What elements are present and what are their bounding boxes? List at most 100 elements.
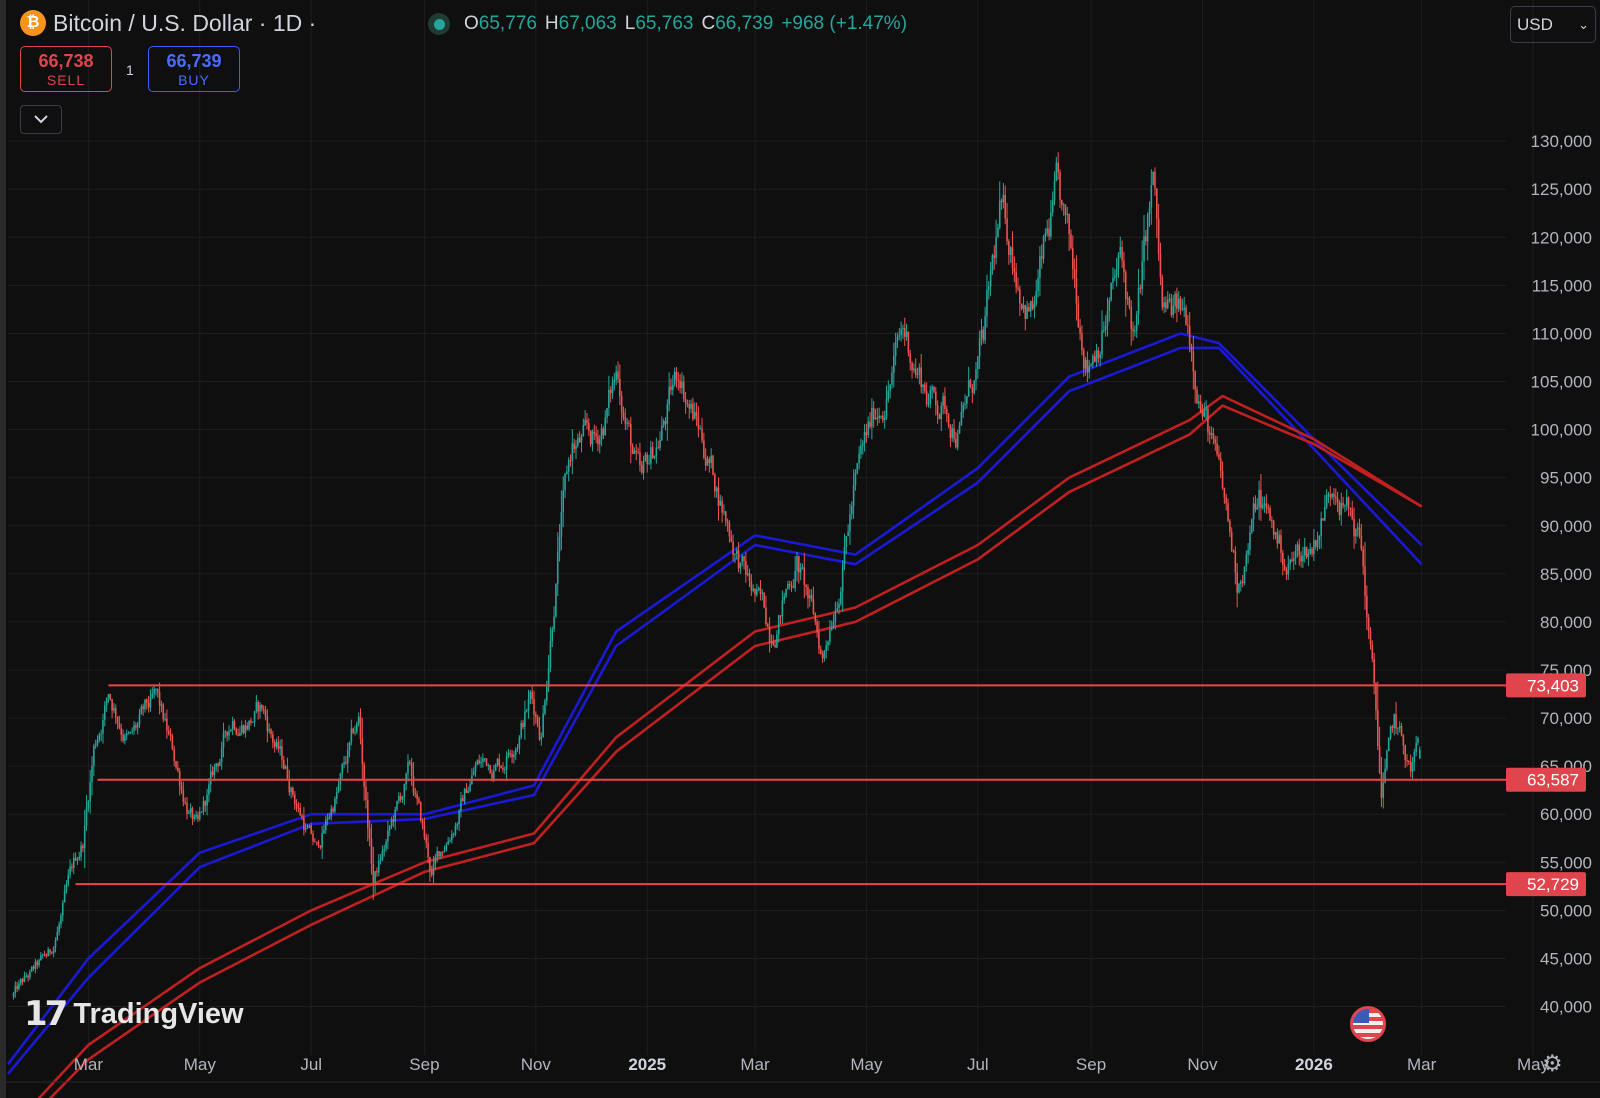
candle-body xyxy=(635,450,638,452)
candle-body xyxy=(1170,298,1173,316)
candle-body xyxy=(746,573,749,575)
candle-body xyxy=(248,720,250,730)
candle-body xyxy=(1073,269,1076,278)
candle-body xyxy=(452,834,455,836)
candle-body xyxy=(1051,200,1054,213)
collapse-legend-button[interactable] xyxy=(20,105,62,134)
candle-body xyxy=(1000,200,1003,203)
candle-body xyxy=(127,733,130,735)
candle-body xyxy=(973,380,975,393)
candle-body xyxy=(666,404,669,424)
candle-body xyxy=(85,808,88,826)
symbol-header[interactable]: ₿ Bitcoin / U.S. Dollar · 1D · xyxy=(20,8,316,38)
candle-body xyxy=(136,724,139,728)
candle-body xyxy=(1369,631,1372,645)
candle-body xyxy=(1249,532,1251,550)
candle-body xyxy=(766,624,769,627)
us-flag-icon[interactable] xyxy=(1350,1006,1386,1042)
candle-body xyxy=(1141,261,1143,289)
y-tick-label: 60,000 xyxy=(1540,805,1592,824)
candle-body xyxy=(1380,772,1383,798)
y-tick-label: 45,000 xyxy=(1540,949,1592,968)
candle-body xyxy=(975,369,977,381)
candle-body xyxy=(734,553,736,555)
candle-body xyxy=(56,931,59,941)
candle-body xyxy=(781,600,784,617)
candle-body xyxy=(354,731,356,733)
tradingview-logo[interactable]: 17 TradingView xyxy=(24,994,244,1034)
candle-body xyxy=(595,433,597,437)
candle-body xyxy=(1053,180,1056,201)
candle-body xyxy=(891,372,893,385)
candle-body xyxy=(74,857,77,861)
candle-body xyxy=(1240,581,1242,584)
buy-button[interactable]: 66,739 BUY xyxy=(148,46,240,92)
candle-body xyxy=(1035,290,1038,305)
candle-body xyxy=(189,808,192,813)
candle-body xyxy=(1081,333,1083,351)
candle-body xyxy=(978,337,981,357)
sell-button[interactable]: 66,738 SELL xyxy=(20,46,112,92)
candle-body xyxy=(724,511,727,522)
candle-body xyxy=(597,436,599,445)
symbol-title[interactable]: Bitcoin / U.S. Dollar · 1D · xyxy=(53,9,317,36)
candle-body xyxy=(1340,502,1343,516)
horizontal-levels[interactable] xyxy=(75,684,1506,886)
gear-icon[interactable]: ⚙ xyxy=(1542,1050,1563,1076)
candle-body xyxy=(1055,162,1058,181)
candle-body xyxy=(944,395,946,410)
candle-body xyxy=(1413,752,1416,763)
candle-body xyxy=(262,708,265,711)
candle-body xyxy=(1384,768,1386,783)
quantity[interactable]: 1 xyxy=(126,62,134,78)
candle-body xyxy=(1254,503,1257,510)
sell-label: SELL xyxy=(46,72,86,88)
candle-body xyxy=(524,711,526,728)
candle-body xyxy=(748,573,751,581)
candle-body xyxy=(1214,439,1217,444)
candle-body xyxy=(114,708,117,717)
candle-body xyxy=(1338,502,1341,516)
candle-body xyxy=(472,771,475,776)
candle-body xyxy=(166,718,168,731)
candle-body xyxy=(1280,535,1282,553)
candle-body xyxy=(135,725,137,728)
candle-body xyxy=(228,731,230,736)
candle-body xyxy=(518,737,521,748)
candle-body xyxy=(1119,246,1122,255)
candle-body xyxy=(628,422,630,424)
grid xyxy=(8,0,1534,1055)
x-axis[interactable]: Mar May Jul Sep Nov 2025 Mar May Jul Sep Nov 2026 Ma… xyxy=(74,1055,1550,1074)
candle-body xyxy=(403,784,406,798)
candle-body xyxy=(1185,307,1187,325)
currency-select[interactable]: USD ⌄ xyxy=(1510,6,1596,43)
candle-body xyxy=(489,764,491,774)
candle-body xyxy=(668,386,670,405)
candle-body xyxy=(1274,532,1277,535)
candle-body xyxy=(770,641,773,643)
candle-body xyxy=(564,473,566,491)
candle-body xyxy=(977,356,979,370)
candle-body xyxy=(478,760,481,764)
y-axis[interactable]: 130,000 125,000 120,000 115,000 110,000 105,0… xyxy=(1506,132,1592,1017)
candle-body xyxy=(969,380,972,387)
candle-body xyxy=(1135,314,1138,331)
candle-body xyxy=(363,764,365,787)
candle-body xyxy=(1397,727,1399,729)
open-label: O xyxy=(464,13,479,34)
candle-body xyxy=(1415,742,1417,753)
market-status-icon[interactable] xyxy=(428,13,450,35)
candle-body xyxy=(324,819,327,830)
candle-body xyxy=(445,844,448,851)
candle-body xyxy=(96,740,99,745)
candle-body xyxy=(255,701,258,712)
candle-body xyxy=(1408,760,1410,763)
candle-body xyxy=(440,851,442,856)
candle-body xyxy=(608,389,610,409)
candle-body xyxy=(1395,714,1397,729)
candle-body xyxy=(885,399,888,419)
candle-body xyxy=(38,960,40,966)
candle-body xyxy=(1150,185,1153,208)
candle-body xyxy=(1042,236,1045,259)
